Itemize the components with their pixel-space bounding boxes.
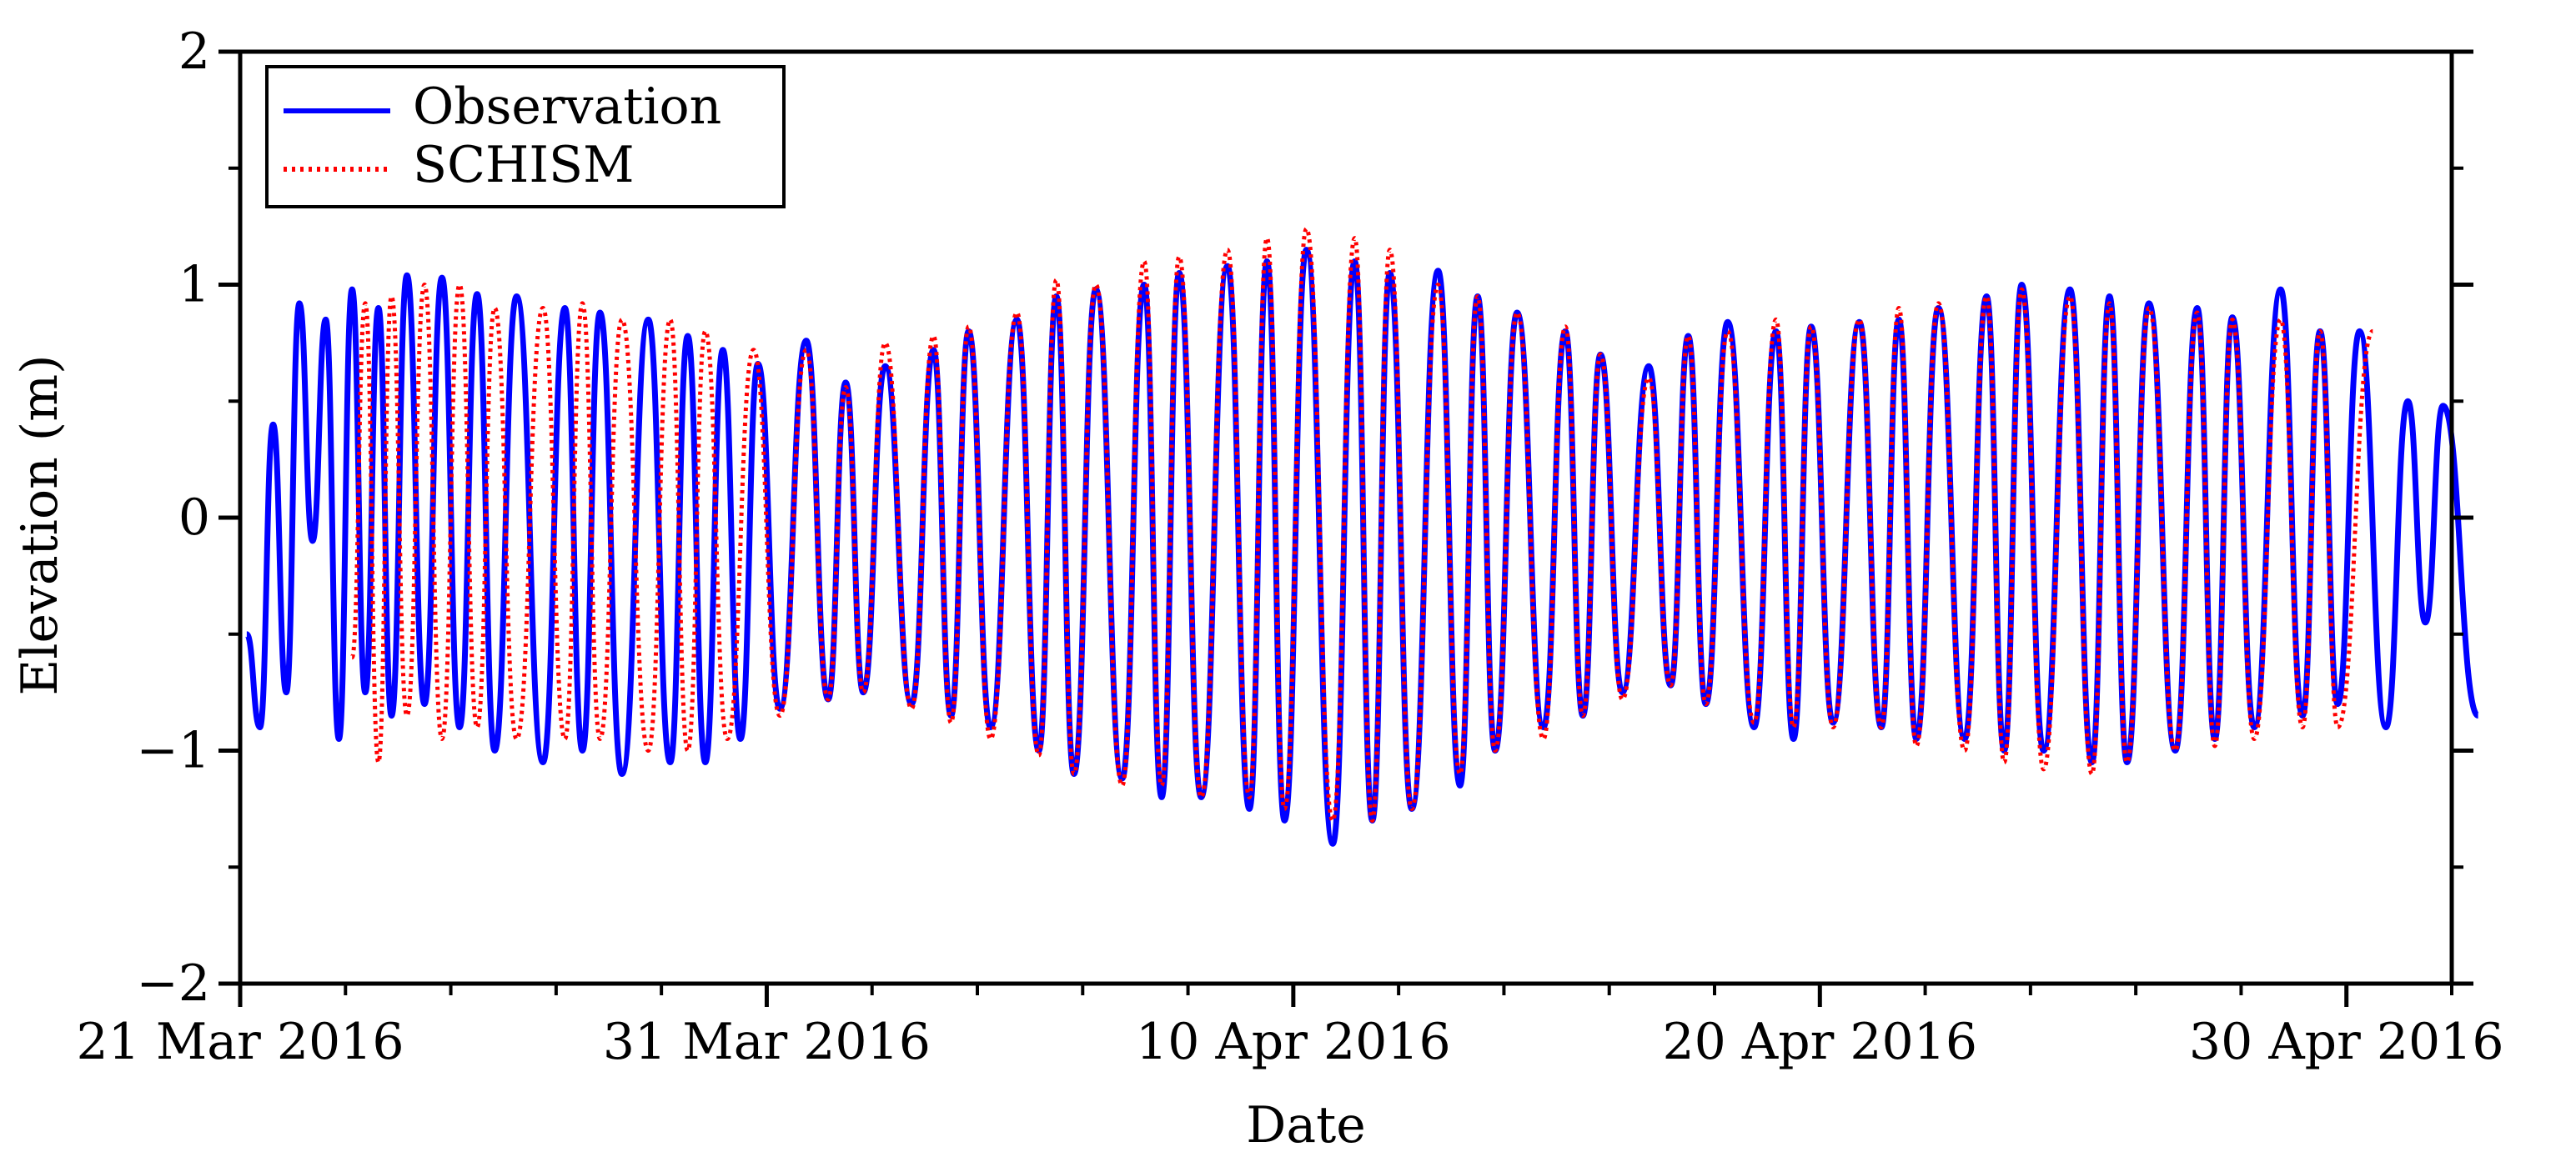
legend-schism-label: SCHISM xyxy=(413,136,635,194)
legend-observation-label: Observation xyxy=(413,78,721,136)
y-tick-label: 2 xyxy=(178,23,210,81)
y-tick-label: 1 xyxy=(178,256,210,314)
legend-box xyxy=(265,65,786,208)
y-axis-label: Elevation (m) xyxy=(11,354,69,695)
x-tick-label: 10 Apr 2016 xyxy=(1136,1013,1451,1071)
x-tick-label: 31 Mar 2016 xyxy=(603,1013,931,1071)
series-line-observation xyxy=(244,247,2482,847)
y-tick-label: −1 xyxy=(137,722,210,780)
plot-area: 2 1 0 −1 −221 Mar 2016 31 Mar 2016 10 Apr 2016… xyxy=(76,23,2503,1071)
x-tick-label: 30 Apr 2016 xyxy=(2189,1013,2504,1071)
series-line-schism xyxy=(349,226,2375,823)
y-tick-label: −2 xyxy=(137,954,210,1013)
x-tick-label: 21 Mar 2016 xyxy=(76,1013,404,1071)
y-tick-label: 0 xyxy=(178,488,210,547)
legend: Observation SCHISM xyxy=(265,65,786,208)
x-tick-label: 20 Apr 2016 xyxy=(1662,1013,1977,1071)
x-axis-label: Date xyxy=(1246,1096,1366,1154)
